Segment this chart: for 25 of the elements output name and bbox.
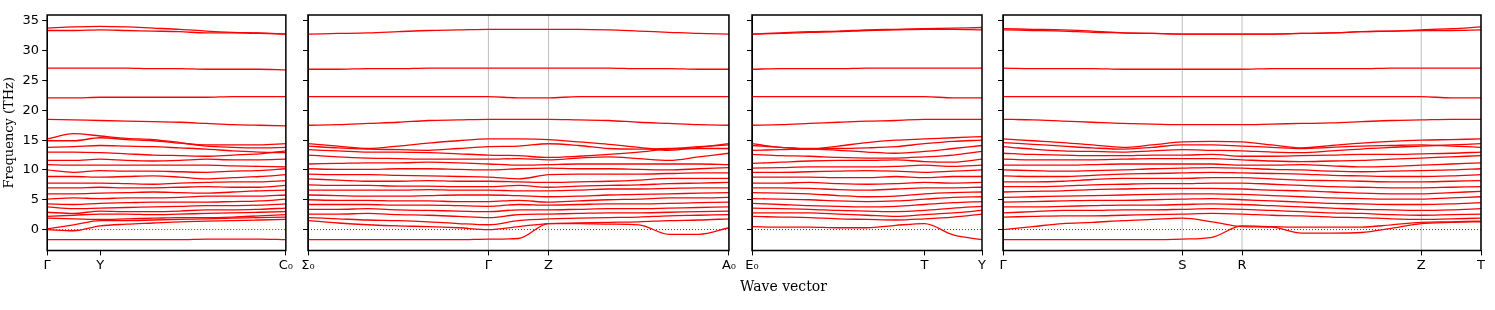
x-tick-label: Z: [544, 256, 554, 272]
y-tick-label: 20: [22, 101, 40, 117]
x-tick-label: Γ: [43, 256, 52, 272]
x-tick-label: T: [1476, 256, 1486, 272]
x-tick-label: Γ: [484, 256, 493, 272]
x-tick-label: Y: [977, 256, 987, 272]
y-tick-label: 0: [30, 220, 40, 236]
x-tick-label: C₀: [278, 256, 293, 272]
x-axis-title: Wave vector: [740, 278, 827, 294]
y-tick-label: 30: [22, 42, 40, 58]
y-tick-label: 35: [22, 12, 40, 28]
x-tick-label: Y: [95, 256, 105, 272]
y-axis-title: Frequency (THz): [1, 76, 17, 189]
x-tick-label: R: [1237, 256, 1247, 272]
x-tick-label: A₀: [721, 256, 736, 272]
x-tick-label: Σ₀: [301, 256, 315, 272]
x-tick-label: Γ: [999, 256, 1008, 272]
y-tick-label: 15: [22, 131, 40, 147]
y-tick-label: 10: [22, 161, 40, 177]
x-tick-label: Z: [1416, 256, 1426, 272]
y-tick-label: 25: [22, 71, 40, 87]
x-tick-label: E₀: [745, 256, 759, 272]
x-tick-label: S: [1178, 256, 1187, 272]
x-tick-label: T: [919, 256, 929, 272]
y-tick-label: 5: [30, 191, 40, 207]
